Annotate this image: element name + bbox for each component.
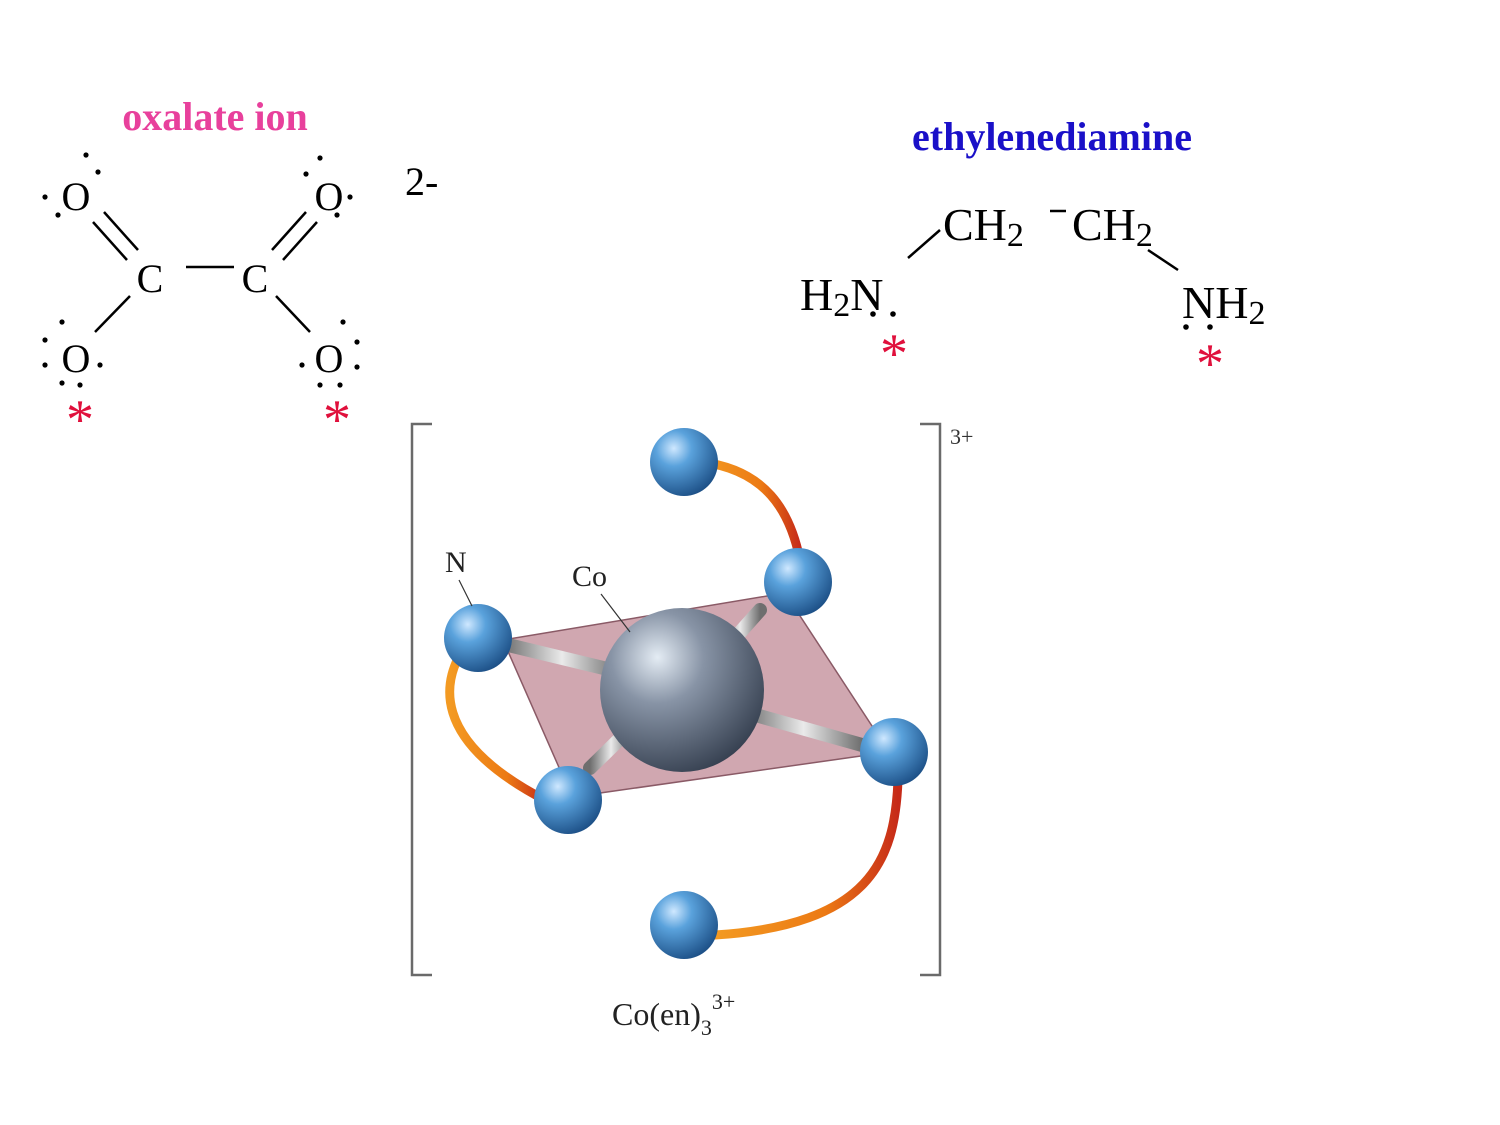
oxalate-o-bottom-left: O: [62, 336, 91, 381]
n-atom-right: [860, 718, 928, 786]
en-bonds: [907, 209, 1179, 272]
n-atom-top: [650, 428, 718, 496]
en-ch2-right: CH2: [1072, 199, 1153, 254]
oxalate-bonds: [92, 211, 318, 333]
en-asterisk-right: *: [1196, 333, 1224, 395]
ethylenediamine-structure: ethylenediamine CH2 CH2 H2N NH2 * *: [800, 114, 1265, 395]
en-asterisk-left: *: [880, 323, 908, 385]
en-h2n: H2N: [800, 269, 883, 324]
lone-pair-dots-icon: [42, 152, 360, 388]
en-lone-pair-dots-icon: [870, 311, 1213, 330]
n-atom-front-left: [534, 766, 602, 834]
oxalate-title: oxalate ion: [122, 94, 308, 139]
oxalate-c-right: C: [242, 256, 269, 301]
complex-caption: Co(en)33+: [612, 989, 735, 1040]
oxalate-o-top-left: O: [62, 174, 91, 219]
label-n: N: [445, 546, 467, 579]
oxalate-asterisk-left: *: [66, 389, 94, 451]
n-atom-back-right: [764, 548, 832, 616]
oxalate-charge: 2-: [405, 159, 438, 204]
cobalt-complex-illustration: 3+ N Co: [410, 422, 973, 1040]
label-n-leader: [458, 579, 473, 607]
oxalate-asterisk-right: *: [323, 389, 351, 451]
ethylenediamine-title: ethylenediamine: [912, 114, 1192, 159]
complex-brackets: [410, 422, 942, 977]
oxalate-c-left: C: [137, 256, 164, 301]
oxalate-o-top-right: O: [315, 174, 344, 219]
en-ch2-left: CH2: [943, 199, 1024, 254]
oxalate-o-bottom-right: O: [315, 336, 344, 381]
label-co: Co: [572, 560, 607, 593]
n-atom-bottom: [650, 891, 718, 959]
en-nh2: NH2: [1182, 277, 1265, 332]
label-co-leader: [600, 593, 631, 633]
complex-charge: 3+: [950, 424, 973, 449]
n-atom-left: [444, 604, 512, 672]
cobalt-atom: [600, 608, 764, 772]
oxalate-structure: oxalate ion O O 2- C C O O: [42, 94, 438, 451]
